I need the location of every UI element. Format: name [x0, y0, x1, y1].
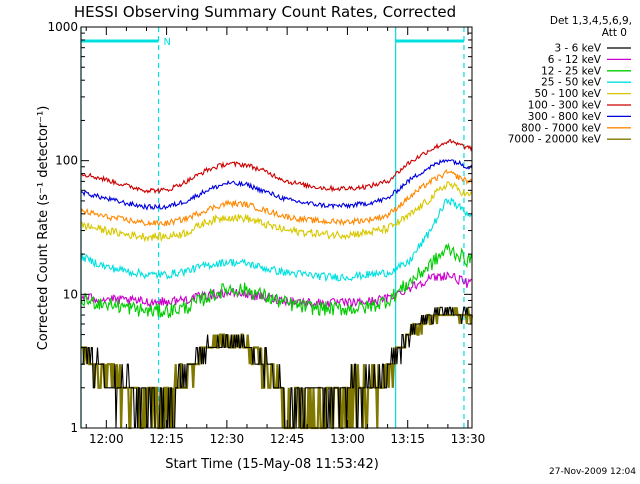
legend-label: 6 - 12 keV [548, 54, 602, 66]
y-tick-label: 10 [63, 287, 78, 301]
legend-label: 100 - 300 keV [528, 100, 602, 112]
x-tick-label: 13:30 [451, 432, 486, 446]
legend-header-line-2: Att 0 [602, 27, 627, 39]
legend-label: 7000 - 20000 keV [508, 134, 602, 146]
series-line-4 [80, 181, 473, 243]
legend-label: 300 - 800 keV [528, 111, 602, 123]
legend-label: 12 - 25 keV [541, 65, 602, 77]
series-line-7 [80, 168, 473, 227]
series-line-2 [80, 242, 473, 319]
chart-title: HESSI Observing Summary Count Rates, Cor… [74, 3, 456, 21]
x-tick-label: 12:45 [270, 432, 305, 446]
series-line-0 [81, 306, 472, 429]
x-tick-label: 13:15 [390, 432, 425, 446]
series-line-6 [80, 158, 473, 211]
legend-label: 3 - 6 keV [554, 43, 601, 55]
y-tick-label: 1000 [47, 20, 78, 34]
legend-header-line-1: Det 1,3,4,5,6,9, [550, 15, 632, 27]
legend-label: 800 - 7000 keV [521, 122, 602, 134]
x-tick-label: 12:15 [149, 432, 184, 446]
y-axis-label: Corrected Count Rate (s⁻¹ detector⁻¹) [36, 106, 51, 351]
legend-label: 50 - 100 keV [534, 88, 601, 100]
footer-timestamp: 27-Nov-2009 12:04 [549, 467, 636, 477]
night-marker-label: N [164, 37, 171, 48]
y-tick-label: 100 [55, 154, 78, 168]
axes-layer: 1 10 100 1000 12:00 12:15 12:30 12:45 13:00 13:15… [47, 20, 485, 446]
series-layer [80, 139, 474, 430]
y-tick-label: 1 [70, 421, 78, 435]
x-tick-label: 12:00 [89, 432, 124, 446]
series-line-3 [80, 197, 473, 283]
x-tick-label: 12:30 [210, 432, 245, 446]
x-tick-label: 13:00 [330, 432, 365, 446]
x-axis-label: Start Time (15-May-08 11:53:42) [165, 457, 379, 472]
plot-frame [80, 26, 473, 429]
legend-label: 25 - 50 keV [541, 77, 602, 89]
series-line-5 [80, 139, 473, 194]
